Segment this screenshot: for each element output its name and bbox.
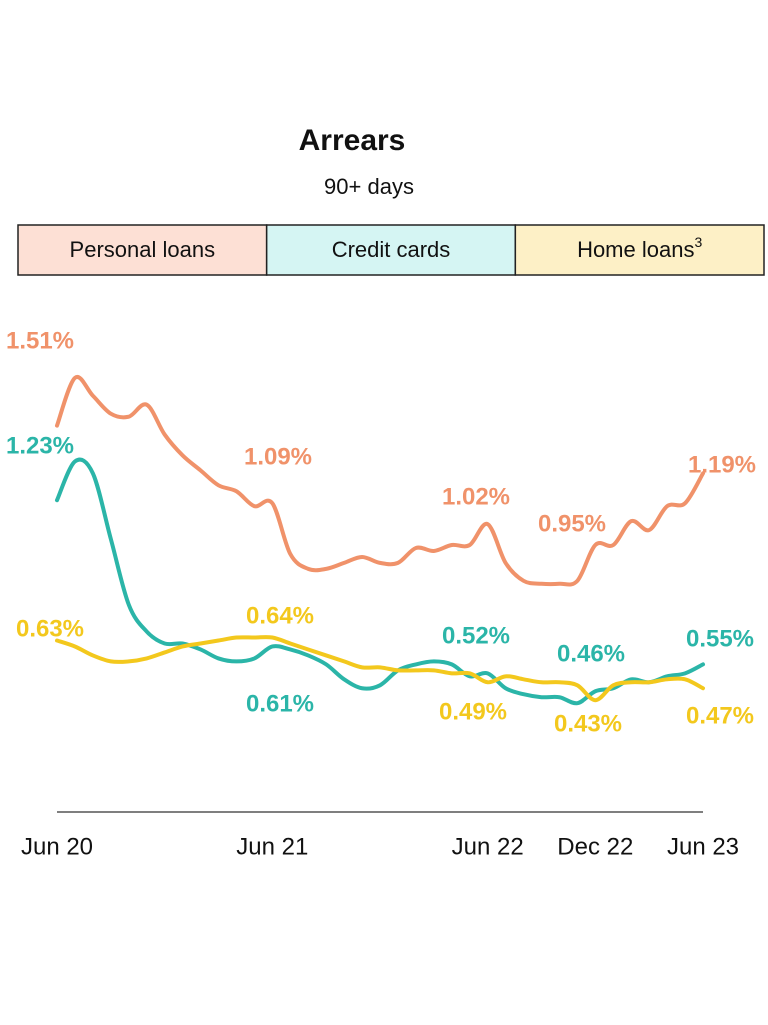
x-tick-label: Jun 21	[236, 833, 308, 860]
series-line	[55, 635, 705, 703]
data-label: 0.43%	[554, 710, 622, 737]
x-tick-label: Dec 22	[557, 833, 633, 860]
legend-footnote: 3	[694, 234, 702, 250]
series-line	[55, 374, 705, 587]
data-label: 0.55%	[686, 625, 754, 652]
legend-label: Personal loans	[70, 237, 216, 262]
x-tick-label: Jun 23	[667, 833, 739, 860]
data-label: 0.63%	[16, 615, 84, 642]
legend-swatch	[514, 224, 765, 276]
data-label: 0.61%	[246, 690, 314, 717]
legend-label-text: Personal loans	[70, 237, 216, 262]
chart-subtitle: 90+ days	[324, 174, 414, 199]
data-label: 0.47%	[686, 702, 754, 729]
chart-title: Arrears	[299, 124, 406, 157]
plot-area	[55, 374, 705, 706]
legend-swatch	[17, 224, 268, 276]
x-tick-label: Jun 20	[21, 833, 93, 860]
data-label: 0.49%	[439, 698, 507, 725]
legend-label-text: Home loans	[577, 237, 694, 262]
series-line	[55, 457, 705, 706]
legend-label: Home loans3	[577, 234, 702, 262]
data-label: 0.95%	[538, 510, 606, 537]
data-label: 0.64%	[246, 602, 314, 629]
legend-label-text: Credit cards	[332, 237, 451, 262]
legend-label: Credit cards	[332, 237, 451, 262]
data-label: 1.23%	[6, 432, 74, 459]
data-label: 0.46%	[557, 640, 625, 667]
legend-swatch	[265, 224, 517, 276]
data-label: 1.19%	[688, 451, 756, 478]
data-label: 1.09%	[244, 443, 312, 470]
legend: Personal loans Credit cards Home loans3	[17, 224, 765, 276]
data-label: 0.52%	[442, 622, 510, 649]
data-label: 1.02%	[442, 483, 510, 510]
data-label: 1.51%	[6, 327, 74, 354]
x-tick-label: Jun 22	[452, 833, 524, 860]
